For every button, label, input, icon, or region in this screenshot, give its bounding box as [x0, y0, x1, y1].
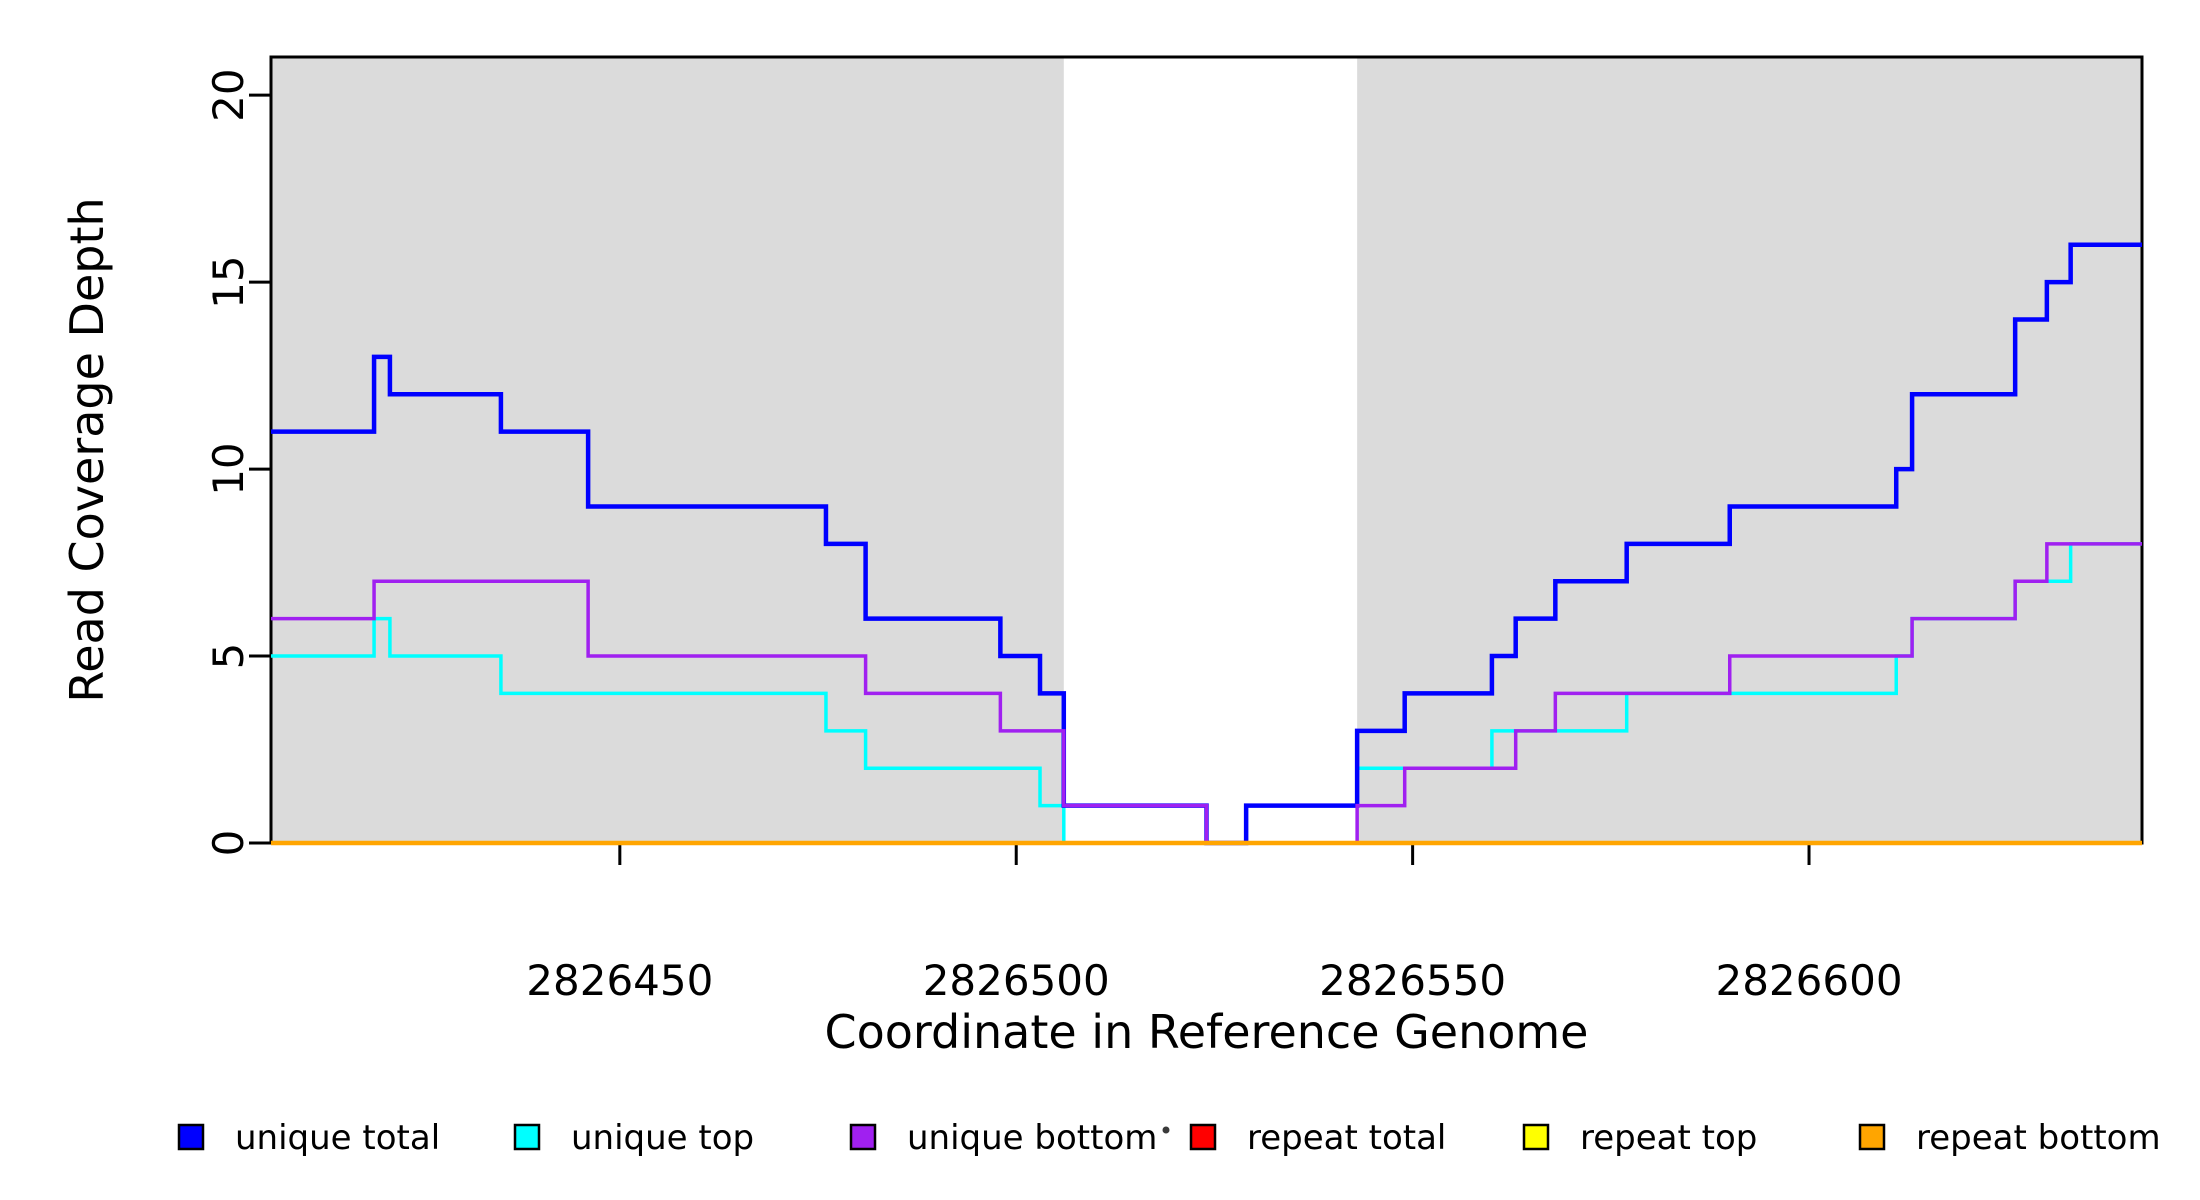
- x-tick-label: 2826500: [923, 956, 1110, 1005]
- legend-label-unique-total: unique total: [235, 1118, 440, 1158]
- series-unique-total: [271, 242, 2142, 846]
- y-tick-label: 10: [204, 442, 253, 495]
- legend-swatch-repeat-top: [1522, 1123, 1550, 1151]
- y-tick-label: 5: [204, 643, 253, 670]
- legend: unique total unique top unique bottom repea…: [177, 1118, 2161, 1158]
- y-axis-title: Read Coverage Depth: [60, 197, 114, 702]
- x-tick-label: 2826600: [1715, 956, 1902, 1005]
- legend-stray-dot: [1162, 1126, 1170, 1134]
- legend-swatch-repeat-total: [1189, 1123, 1217, 1151]
- shaded-region-2: [1357, 57, 2142, 843]
- legend-swatch-unique-total: [177, 1123, 205, 1151]
- legend-swatch-repeat-bottom: [1858, 1123, 1886, 1151]
- legend-label-repeat-bottom: repeat bottom: [1916, 1118, 2161, 1158]
- legend-label-repeat-total: repeat total: [1247, 1118, 1446, 1158]
- x-tick-label: 2826550: [1319, 956, 1506, 1005]
- x-axis-title: Coordinate in Reference Genome: [825, 1005, 1589, 1059]
- y-tick-label: 0: [204, 830, 253, 857]
- x-tick-label: 2826450: [526, 956, 713, 1005]
- y-tick-label: 15: [204, 255, 253, 308]
- legend-swatch-unique-top: [513, 1123, 541, 1151]
- shaded-region-1: [271, 57, 1064, 843]
- y-tick-label: 20: [204, 68, 253, 121]
- legend-label-repeat-top: repeat top: [1580, 1118, 1757, 1158]
- series-unique-bottom: [271, 542, 2142, 845]
- legend-label-unique-top: unique top: [571, 1118, 754, 1158]
- legend-swatch-unique-bottom: [849, 1123, 877, 1151]
- legend-label-unique-bottom: unique bottom: [907, 1118, 1157, 1158]
